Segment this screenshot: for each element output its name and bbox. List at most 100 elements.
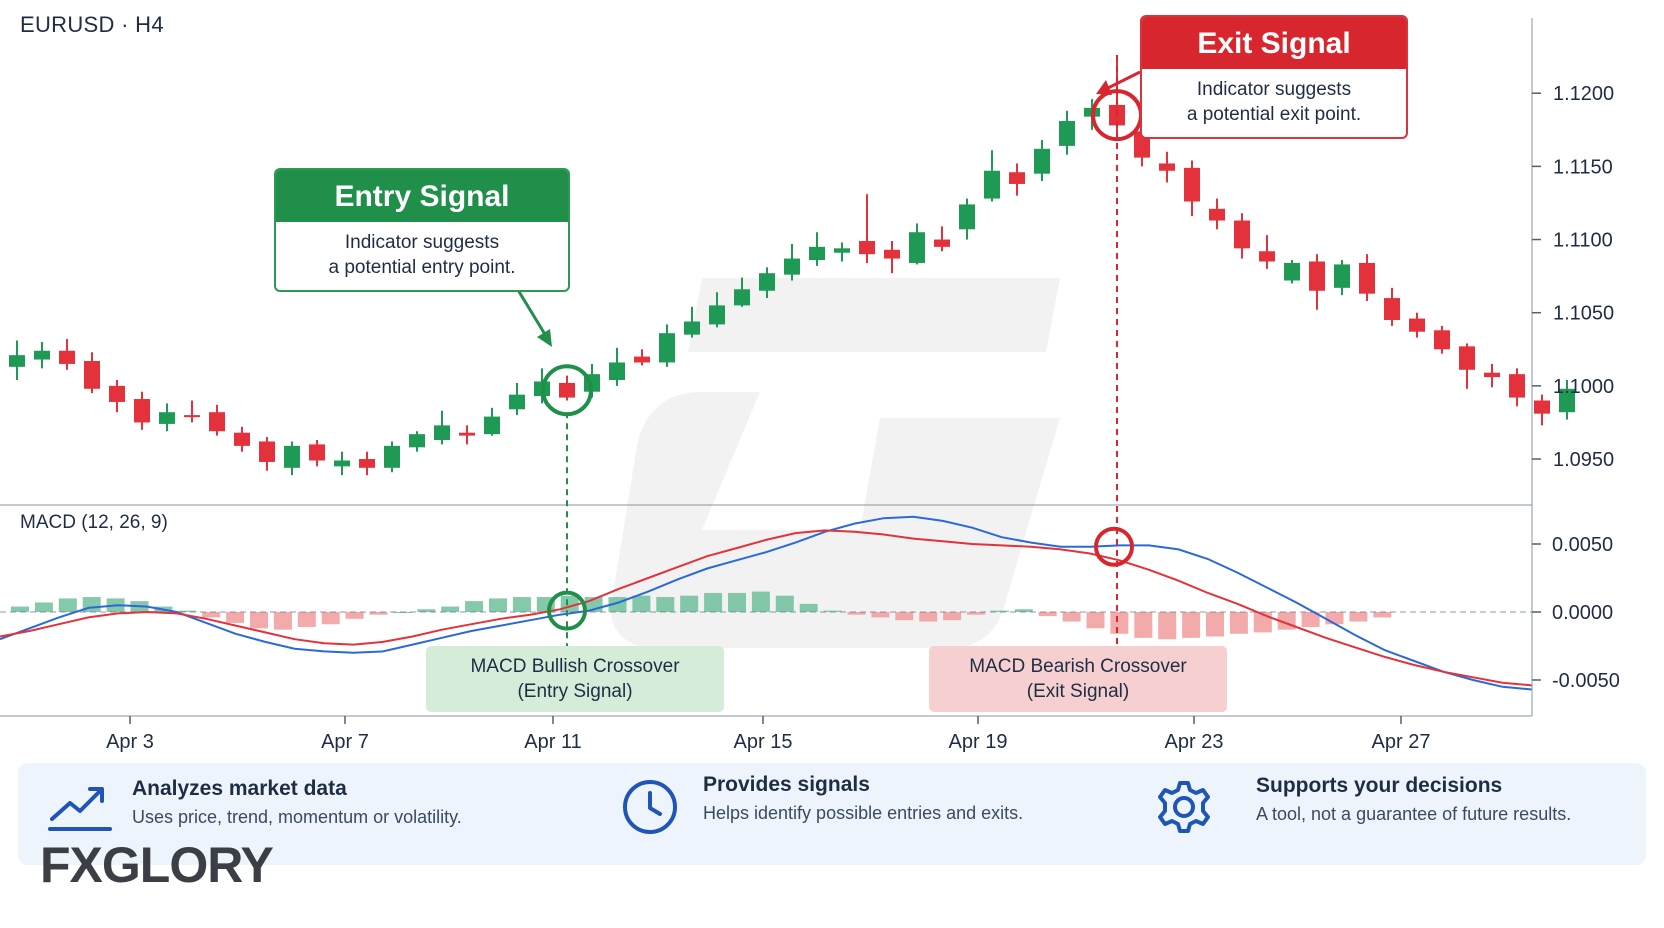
candle-body [1209,208,1225,221]
candle-body [1334,264,1350,288]
candle-body [909,232,925,263]
price-tick-label: 1.1150 [1553,156,1613,178]
candle-body [1009,172,1025,184]
macd-line [0,515,1533,691]
candle-body [384,445,400,468]
feature-supports: Supports your decisions A tool, not a gu… [1152,763,1632,865]
feature-analyzes-title: Analyzes market data [132,777,347,800]
candle-body [509,394,525,410]
macd-title: MACD (12, 26, 9) [20,512,168,533]
candle-body [284,445,300,468]
brand-logo: FXGLORY [40,836,274,894]
histogram-bar [704,592,723,612]
candle-body [1309,261,1325,291]
entry-marker [541,364,593,417]
signal-line [0,529,1533,687]
histogram-bar [321,612,340,625]
candle-body [1159,163,1175,171]
feature-supports-title: Supports your decisions [1256,774,1503,797]
candle-body [1259,251,1275,262]
time-tick-label: Apr 7 [321,731,369,753]
time-tick-label: Apr 11 [524,731,581,753]
price-tick-label: 1.1100 [1553,230,1613,252]
candle-body [1034,148,1050,174]
histogram-bar [250,612,268,629]
histogram-bar [1158,612,1177,640]
candle-body [709,305,725,325]
candle-body [834,248,850,253]
candle-body [1559,388,1575,413]
candle-body [9,355,25,367]
histogram-bar [1110,612,1129,634]
entry-signal-line1: Indicator suggests [344,232,500,253]
histogram-bar [11,606,29,612]
candle-body [1484,372,1500,378]
exit-signal-line1: Indicator suggests [1196,79,1352,100]
histogram-bar [178,610,197,612]
candle-body [1534,400,1550,414]
bearish-crossover-marker [1094,526,1134,567]
exit-signal-line2: a potential exit point. [1186,104,1362,125]
bullish-crossover-label: MACD Bullish Crossover (Entry Signal) [426,646,724,712]
candle-body [359,459,375,468]
histogram-bar [823,610,842,612]
candle-body [734,289,750,306]
candle-body [659,333,675,363]
feature-analyzes: Analyzes market data Uses price, trend, … [46,763,606,865]
histogram-bar [1086,612,1105,629]
candle-body [1284,262,1300,281]
histogram-bar [1182,612,1201,638]
candle-body [934,239,950,247]
brand-logo-x: X [69,837,103,893]
clock-icon [618,777,686,837]
histogram-bar [1206,612,1224,637]
candle-body [134,399,150,423]
exit-signal-callout: Exit Signal Indicator suggests a potenti… [1140,15,1408,139]
time-tick-label: Apr 3 [106,731,154,753]
candle-body [334,460,350,467]
price-tick-label: 1.1000 [1553,376,1614,398]
brand-logo-part1: F [40,837,71,893]
histogram-bar [775,595,794,612]
feature-signals: Provides signals Helps identify possible… [618,763,1118,865]
time-tick-label: Apr 15 [734,731,793,753]
candle-body [184,415,200,418]
candle-body [859,241,875,255]
feature-signals-title: Provides signals [703,773,870,796]
histogram-bar [919,612,938,622]
candle-body [634,356,650,363]
histogram-bar [1373,612,1392,618]
histogram-bar [895,612,914,621]
price-tick-label: 1.0950 [1553,449,1614,471]
histogram-bar [990,610,1009,612]
candle-body [84,360,100,389]
candle-body [559,382,575,398]
candle-body [759,273,775,291]
gear-icon [1152,777,1220,837]
histogram-bar [632,595,651,612]
histogram-bar [1038,612,1057,617]
histogram-bar [345,612,364,619]
candle-body [259,441,275,462]
candle-body [1184,167,1200,202]
bearish-crossover-line2: (Exit Signal) [1026,681,1130,702]
candle-body [784,258,800,275]
entry-arrow [516,289,548,337]
entry-signal-line2: a potential entry point. [328,257,516,278]
candle-body [1384,298,1400,321]
histogram-bar [1014,609,1033,612]
info-bar: Analyzes market data Uses price, trend, … [18,763,1646,865]
candle-body [209,412,225,432]
entry-signal-callout: Entry Signal Indicator suggests a potent… [274,168,570,292]
histogram-bar [680,595,699,612]
candle-body [1359,262,1375,294]
candle-body [309,444,325,461]
trend-up-icon [46,777,114,837]
bearish-crossover-label: MACD Bearish Crossover (Exit Signal) [929,646,1227,712]
candle-body [159,412,175,424]
entry-signal-title: Entry Signal [276,170,568,222]
candle-body [959,204,975,230]
histogram-bar [297,612,316,627]
candle-body [684,321,700,335]
